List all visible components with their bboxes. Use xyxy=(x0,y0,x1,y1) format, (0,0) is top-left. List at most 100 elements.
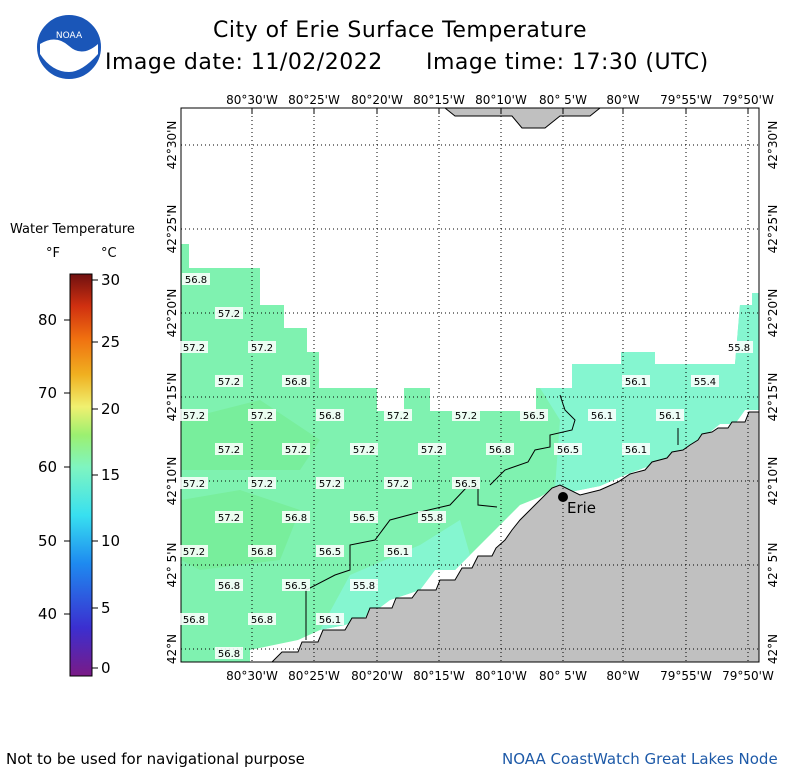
temperature-label: 56.5 xyxy=(353,513,375,524)
temperature-label: 57.2 xyxy=(183,547,205,558)
temperature-label: 56.8 xyxy=(185,275,207,286)
temperature-label: 57.2 xyxy=(218,377,240,388)
lon-label-bottom: 80°15'W xyxy=(413,669,465,683)
legend-f-tick: 60 xyxy=(38,458,57,476)
lat-label-left: 42°30'N xyxy=(165,121,179,170)
legend-f-tick: 40 xyxy=(38,605,57,623)
temperature-label: 56.8 xyxy=(285,513,307,524)
lat-label-right: 42° 5'N xyxy=(766,543,780,588)
logo-text: NOAA xyxy=(56,31,83,41)
lon-label-bottom: 80°W xyxy=(606,669,639,683)
legend-c-tick: 10 xyxy=(101,532,120,550)
legend-c-tick: 15 xyxy=(101,466,120,484)
legend-f-tick: 70 xyxy=(38,384,57,402)
temperature-label: 56.1 xyxy=(659,411,681,422)
image-date: Image date: 11/02/2022 xyxy=(105,50,383,75)
lon-label-bottom: 80°20'W xyxy=(351,669,403,683)
temperature-label: 56.8 xyxy=(489,445,511,456)
lon-label-top: 80°25'W xyxy=(288,93,340,107)
temperature-label: 56.8 xyxy=(319,411,341,422)
temperature-label: 56.8 xyxy=(285,377,307,388)
lat-label-left: 42°10'N xyxy=(165,457,179,506)
temperature-label: 57.2 xyxy=(455,411,477,422)
lon-label-bottom: 79°50'W xyxy=(722,669,774,683)
lon-label-top: 80°W xyxy=(606,93,639,107)
temperature-label: 56.8 xyxy=(183,615,205,626)
lon-label-bottom: 80°25'W xyxy=(288,669,340,683)
temperature-label: 57.2 xyxy=(319,479,341,490)
temperature-label: 56.8 xyxy=(218,581,240,592)
legend-f-tick: 50 xyxy=(38,532,57,550)
temperature-label: 57.2 xyxy=(251,343,273,354)
lat-label-left: 42°15'N xyxy=(165,373,179,422)
temperature-label: 56.1 xyxy=(319,615,341,626)
legend-unit-f: °F xyxy=(46,246,60,261)
lon-label-top: 80°20'W xyxy=(351,93,403,107)
lon-label-top: 79°55'W xyxy=(660,93,712,107)
temperature-label: 55.8 xyxy=(728,343,750,354)
lon-label-top: 80°15'W xyxy=(413,93,465,107)
temperature-label: 57.2 xyxy=(251,479,273,490)
lat-label-left: 42°20'N xyxy=(165,289,179,338)
legend-unit-c: °C xyxy=(101,246,117,261)
map-title: City of Erie Surface Temperature xyxy=(212,18,588,43)
legend-c-tick: 0 xyxy=(101,659,111,677)
temperature-label: 57.2 xyxy=(387,411,409,422)
lon-label-bottom: 79°55'W xyxy=(660,669,712,683)
erie-city-marker xyxy=(558,492,568,502)
temperature-label: 57.2 xyxy=(218,309,240,320)
lon-label-bottom: 80°30'W xyxy=(226,669,278,683)
temperature-label: 57.2 xyxy=(285,445,307,456)
temperature-label: 55.8 xyxy=(353,581,375,592)
land-area xyxy=(270,107,760,663)
lon-label-top: 80°30'W xyxy=(226,93,278,107)
temperature-label: 56.1 xyxy=(591,411,613,422)
temperature-label: 56.8 xyxy=(218,649,240,660)
lon-label-top: 80°10'W xyxy=(475,93,527,107)
lat-label-left: 42°25'N xyxy=(165,205,179,254)
temperature-label: 57.2 xyxy=(251,411,273,422)
noaa-logo: NOAA xyxy=(37,15,101,79)
map-border xyxy=(180,107,760,663)
lat-label-right: 42°15'N xyxy=(766,373,780,422)
legend-c-tick: 30 xyxy=(101,271,120,289)
temperature-label: 56.1 xyxy=(387,547,409,558)
temperature-label: 56.1 xyxy=(625,445,647,456)
temperature-label: 56.8 xyxy=(251,615,273,626)
footer-disclaimer: Not to be used for navigational purpose xyxy=(6,750,305,768)
temperature-label: 55.4 xyxy=(694,377,716,388)
image-time: Image time: 17:30 (UTC) xyxy=(426,50,709,75)
legend-c-tick: 25 xyxy=(101,333,120,351)
footer-credit: NOAA CoastWatch Great Lakes Node xyxy=(502,750,778,768)
temperature-label: 56.5 xyxy=(557,445,579,456)
temperature-label: 57.2 xyxy=(183,343,205,354)
lat-label-right: 42°10'N xyxy=(766,457,780,506)
temperature-label: 55.8 xyxy=(421,513,443,524)
legend-c-tick: 5 xyxy=(101,599,111,617)
lat-label-right: 42°20'N xyxy=(766,289,780,338)
legend-f-tick: 80 xyxy=(38,311,57,329)
temperature-label: 57.2 xyxy=(387,479,409,490)
temperature-label: 57.2 xyxy=(183,411,205,422)
temperature-label: 57.2 xyxy=(183,479,205,490)
temperature-label: 56.5 xyxy=(455,479,477,490)
lat-label-right: 42°N xyxy=(766,634,780,664)
temperature-label: 56.5 xyxy=(319,547,341,558)
legend-c-tick: 20 xyxy=(101,400,120,418)
lon-label-top: 80° 5'W xyxy=(539,93,587,107)
lat-label-right: 42°30'N xyxy=(766,121,780,170)
temperature-label: 57.2 xyxy=(218,513,240,524)
lat-label-left: 42°N xyxy=(165,634,179,664)
temperature-label: 57.2 xyxy=(421,445,443,456)
lon-label-bottom: 80°10'W xyxy=(475,669,527,683)
lon-label-bottom: 80° 5'W xyxy=(539,669,587,683)
temperature-label: 56.8 xyxy=(251,547,273,558)
temperature-label: 57.2 xyxy=(218,445,240,456)
temperature-label: 56.5 xyxy=(523,411,545,422)
legend-title: Water Temperature xyxy=(10,222,135,237)
erie-city-label: Erie xyxy=(567,499,596,517)
temperature-label: 56.1 xyxy=(625,377,647,388)
lat-label-left: 42° 5'N xyxy=(165,543,179,588)
